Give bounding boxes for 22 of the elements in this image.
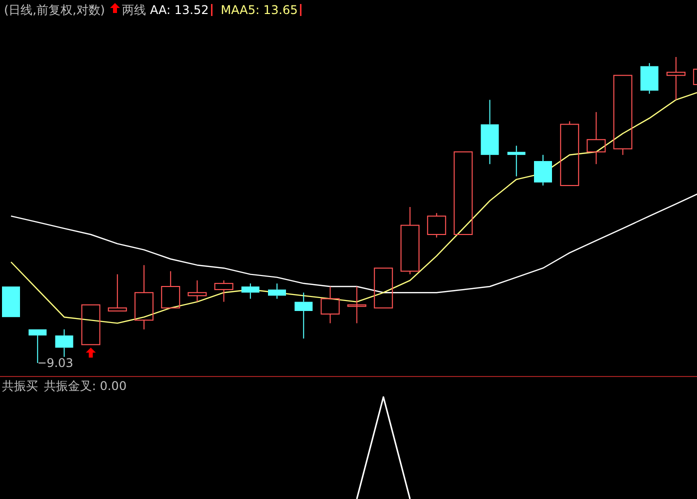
chart-title: (日线,前复权,对数) — [4, 3, 105, 17]
candlestick — [294, 292, 313, 340]
candlestick — [241, 282, 260, 300]
candlestick — [666, 56, 686, 100]
candlestick — [586, 112, 606, 165]
candlestick — [347, 286, 366, 324]
text: 共振买 — [2, 379, 38, 393]
text: 两线 — [122, 3, 146, 17]
text: AA: 13.52 — [150, 3, 209, 17]
candlestick — [534, 154, 552, 186]
candlestick — [55, 328, 74, 358]
candlestick — [480, 99, 499, 165]
candlestick — [268, 282, 286, 300]
candlestick — [400, 206, 420, 275]
text: MAA5: 13.65 — [220, 3, 298, 17]
text: 共振金叉: 0.00 — [44, 379, 127, 393]
candlestick — [640, 62, 658, 94]
candlestick — [507, 145, 526, 177]
candlestick — [134, 264, 154, 330]
candlestick — [188, 280, 207, 302]
annotation: 9.03 — [46, 356, 74, 370]
candlestick — [320, 286, 340, 324]
